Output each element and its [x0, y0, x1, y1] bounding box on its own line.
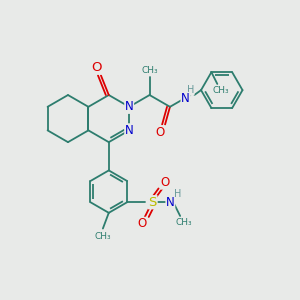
- Text: O: O: [137, 217, 146, 230]
- Text: N: N: [125, 100, 134, 113]
- Text: CH₃: CH₃: [213, 86, 230, 95]
- Text: CH₃: CH₃: [141, 66, 158, 75]
- Text: N: N: [181, 92, 190, 106]
- Text: H: H: [175, 189, 182, 200]
- Text: CH₃: CH₃: [176, 218, 192, 227]
- Text: O: O: [161, 176, 170, 189]
- Text: S: S: [148, 196, 157, 209]
- Text: O: O: [92, 61, 102, 74]
- Text: H: H: [187, 85, 194, 95]
- Text: O: O: [155, 126, 165, 139]
- Text: N: N: [166, 196, 175, 209]
- Text: CH₃: CH₃: [94, 232, 111, 241]
- Text: N: N: [125, 124, 134, 137]
